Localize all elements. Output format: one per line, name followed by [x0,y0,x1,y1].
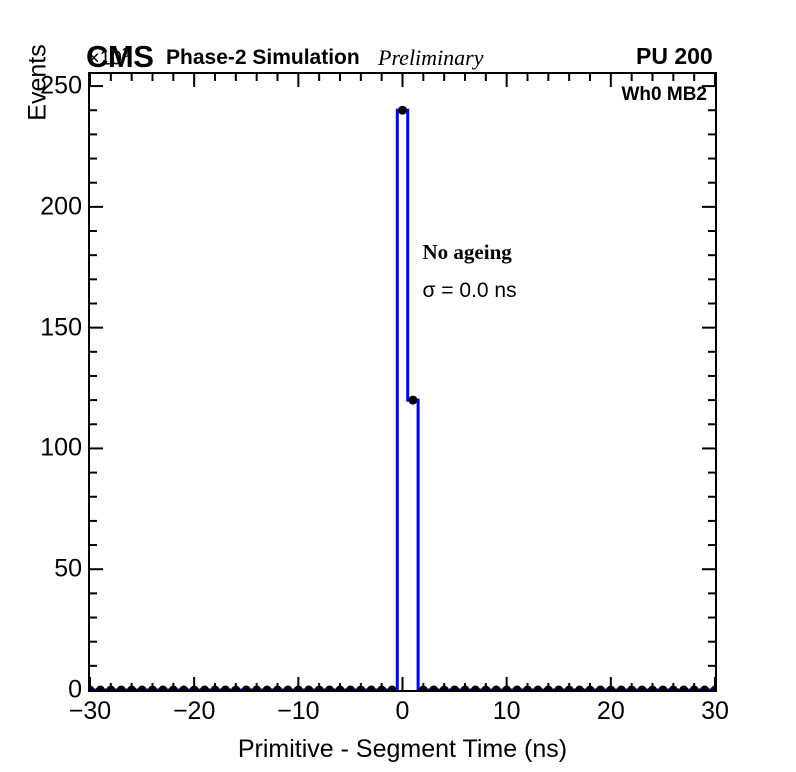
simulation-tag: Phase-2 Simulation [166,46,360,69]
y-tick-label: 100 [40,433,82,462]
data-point-markers [90,105,715,690]
y-tick-label: 200 [40,192,82,221]
y-axis-tick-labels: 0 50 100 150 200 250 [0,71,82,704]
pileup-tag: PU 200 [636,43,713,69]
y-axis-title: Events [23,44,52,121]
sigma-label: σ = 0.0 ns [422,279,517,302]
x-tick-label: 20 [596,697,625,725]
x-tick-label: 0 [395,697,410,725]
plot-frame: Wh0 MB2 No ageing σ = 0.0 ns [88,72,717,692]
y-axis-exponent-power: 3 [121,45,130,60]
x-tick-label: 10 [492,697,521,725]
cms-logo: CMS [86,39,154,74]
preliminary-tag: Preliminary [378,45,484,70]
chamber-label: Wh0 MB2 [621,84,708,105]
x-tick-label: 30 [701,697,729,725]
histogram-plot-area [90,74,715,690]
y-axis-exponent-label: ×103 [88,46,129,69]
y-axis-exponent-prefix: ×10 [88,47,122,70]
x-tick-label: −20 [172,697,216,725]
y-tick-label: 0 [68,675,82,704]
x-tick-label: −30 [68,697,112,725]
y-tick-label: 250 [40,71,82,100]
histogram-series [90,108,715,690]
x-axis-tick-labels: −30 −20 −10 0 10 20 30 [69,697,729,729]
x-tick-label: −10 [277,697,320,725]
y-tick-label: 50 [54,554,82,583]
x-axis-title: Primitive - Segment Time (ns) [237,735,568,763]
ageing-label: No ageing [422,240,512,264]
axis-ticks-group [90,74,715,690]
y-tick-label: 150 [40,313,82,342]
